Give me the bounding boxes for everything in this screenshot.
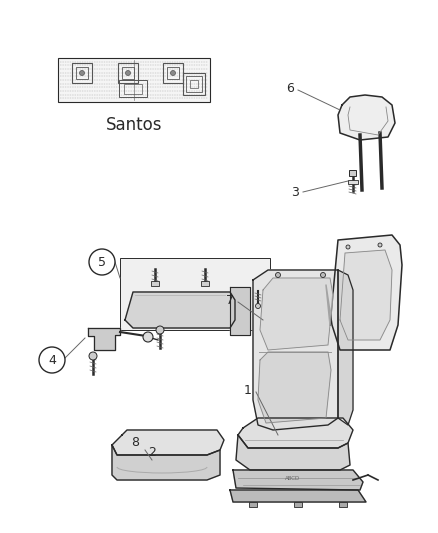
Polygon shape — [258, 352, 331, 423]
Circle shape — [378, 243, 382, 247]
Polygon shape — [112, 445, 220, 480]
Polygon shape — [340, 250, 392, 340]
Circle shape — [143, 332, 153, 342]
Circle shape — [156, 326, 164, 334]
Bar — [76, 67, 88, 79]
Bar — [151, 281, 159, 286]
Bar — [119, 80, 147, 97]
Polygon shape — [326, 235, 402, 350]
Text: 8: 8 — [131, 437, 139, 449]
Polygon shape — [338, 95, 395, 140]
Polygon shape — [236, 435, 350, 470]
Circle shape — [276, 272, 280, 278]
Bar — [186, 76, 202, 92]
Polygon shape — [230, 490, 366, 502]
Bar — [190, 80, 198, 88]
Bar — [167, 67, 179, 79]
Text: ABCD: ABCD — [286, 475, 300, 481]
Bar — [183, 73, 205, 95]
Polygon shape — [260, 278, 333, 350]
Bar — [349, 170, 356, 176]
Polygon shape — [112, 430, 224, 455]
Bar — [201, 281, 209, 286]
Circle shape — [321, 272, 325, 278]
Text: 5: 5 — [98, 256, 106, 270]
Bar — [124, 84, 142, 94]
Text: 1: 1 — [244, 384, 252, 397]
Bar — [72, 63, 92, 83]
Bar — [118, 63, 138, 83]
Text: 7: 7 — [226, 294, 234, 306]
Text: 6: 6 — [286, 83, 294, 95]
Bar — [163, 63, 183, 83]
Bar — [122, 67, 134, 79]
Circle shape — [80, 70, 85, 76]
Text: 3: 3 — [291, 185, 299, 198]
Polygon shape — [338, 270, 353, 425]
Circle shape — [89, 352, 97, 360]
Circle shape — [126, 70, 131, 76]
Bar — [348, 180, 358, 184]
Circle shape — [39, 347, 65, 373]
Circle shape — [89, 249, 115, 275]
Text: 2: 2 — [148, 447, 156, 459]
Bar — [120, 258, 270, 330]
Polygon shape — [253, 270, 338, 430]
Bar — [249, 502, 257, 507]
Polygon shape — [230, 287, 250, 335]
Circle shape — [255, 303, 261, 309]
Bar — [339, 502, 347, 507]
Polygon shape — [233, 470, 363, 490]
Text: 4: 4 — [48, 353, 56, 367]
Circle shape — [170, 70, 176, 76]
Text: Santos: Santos — [106, 116, 162, 134]
Bar — [58, 58, 210, 102]
Polygon shape — [238, 418, 353, 448]
Bar — [294, 502, 302, 507]
Polygon shape — [88, 328, 120, 350]
Polygon shape — [125, 292, 235, 328]
Circle shape — [346, 245, 350, 249]
